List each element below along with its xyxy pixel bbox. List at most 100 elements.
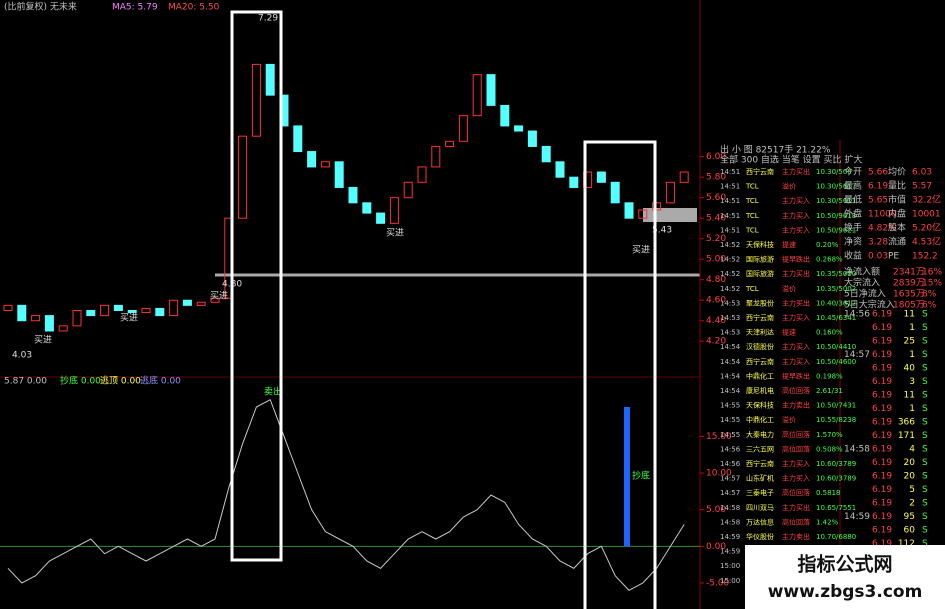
- candle-body: [100, 304, 110, 317]
- news-cell: 天保科技: [746, 240, 774, 249]
- news-cell: 万达信息: [746, 517, 774, 526]
- flow-cell: 1635万: [893, 290, 925, 300]
- tick-price: 6.19: [872, 418, 892, 428]
- ma5-label: MA5: 5.79: [112, 3, 158, 13]
- tick-price: 6.19: [872, 472, 892, 482]
- stat-cell: 4.53亿: [912, 236, 941, 248]
- news-cell: 15:00: [720, 577, 740, 585]
- news-cell: 聚龙股份: [746, 298, 774, 307]
- candle-body: [44, 315, 54, 332]
- tick-price: 6.19: [872, 526, 892, 536]
- news-cell: 西宁云南: [746, 459, 774, 468]
- y-tick-label: 10.00: [706, 469, 732, 479]
- y-tick-label: 4.80: [706, 275, 726, 285]
- news-cell: 14:59: [720, 533, 740, 541]
- tick-vol: 1: [909, 404, 915, 414]
- news-cell: 14:51: [720, 183, 740, 191]
- news-cell: 10.60/3789: [816, 460, 856, 468]
- candle-body: [458, 115, 468, 142]
- news-cell: 三泰电子: [746, 488, 774, 497]
- tick-price: 6.19: [872, 539, 892, 549]
- annotation: 5.43: [652, 226, 672, 236]
- annotation: 买进: [120, 313, 138, 324]
- news-cell: 康尼机电: [746, 386, 774, 395]
- candle-body: [596, 171, 606, 183]
- candle-body: [389, 197, 399, 224]
- news-cell: 四川双马: [746, 504, 774, 512]
- y-tick-label: 5.40: [706, 214, 726, 224]
- news-cell: 14:51: [720, 212, 740, 220]
- news-cell: 14:56: [720, 445, 741, 453]
- news-cell: 高位回落: [782, 488, 810, 497]
- tick-side: S: [922, 310, 928, 320]
- flow-cell: 净流入额: [844, 266, 880, 278]
- flow-cell: 5日大宗流入: [844, 299, 895, 311]
- stat-cell: 3.28: [868, 238, 888, 248]
- candle-body: [638, 209, 648, 219]
- news-cell: 10.40/3612: [816, 299, 856, 307]
- tick-vol: 2: [909, 499, 915, 509]
- news-cell: 14:53: [720, 314, 740, 322]
- news-cell: 10.50/4410: [816, 343, 856, 351]
- candle-body: [376, 212, 386, 224]
- tick-price: 6.19: [872, 337, 892, 347]
- tick-time: 14:59: [844, 512, 870, 522]
- candle-body: [196, 301, 206, 306]
- tick-vol: 11: [904, 310, 915, 320]
- news-cell: 15:00: [720, 562, 740, 570]
- tick-vol: 11: [904, 391, 915, 401]
- news-cell: 10.55/8238: [816, 416, 856, 424]
- news-cell: 天津利达: [746, 328, 774, 337]
- tick-price: 6.19: [872, 445, 892, 455]
- stat-cell: 今开: [844, 166, 862, 178]
- tick-side: S: [922, 512, 928, 522]
- y-tick-label: 5.00: [706, 505, 726, 515]
- tick-price: 6.19: [872, 485, 892, 495]
- y-tick-label: 5.00: [706, 255, 726, 265]
- stat-cell: 5.65: [868, 196, 888, 206]
- news-cell: 10.30/5611: [816, 197, 856, 205]
- tick-side: S: [922, 391, 928, 401]
- tick-vol: 4: [909, 445, 915, 455]
- news-cell: 0.160%: [816, 329, 843, 337]
- candle-body: [555, 161, 565, 178]
- news-cell: 山东矿机: [746, 474, 774, 483]
- news-cell: 14:54: [720, 387, 741, 395]
- news-cell: 主力买出: [782, 503, 810, 512]
- news-cell: 提速: [782, 240, 796, 249]
- tick-side: S: [922, 472, 928, 482]
- news-cell: 14:57: [720, 489, 740, 497]
- candle-body: [113, 304, 123, 311]
- highlight-box: [230, 10, 283, 562]
- tick-price: 6.19: [872, 377, 892, 387]
- ma20-label: MA20: 5.50: [168, 3, 220, 13]
- stat-cell: 152.2: [912, 252, 938, 262]
- candle-body: [58, 325, 68, 332]
- news-cell: 10.30/500: [816, 168, 852, 176]
- news-cell: 西宁云南: [746, 167, 774, 176]
- news-cell: 10.35/5002: [816, 285, 856, 293]
- news-cell: 14:53: [720, 329, 740, 337]
- stat-cell: 5.66: [868, 168, 888, 178]
- news-cell: 10.65/7551: [816, 504, 856, 512]
- annotation: 7.29: [258, 14, 278, 24]
- stat-cell: 6.03: [912, 168, 932, 178]
- candle-body: [320, 161, 330, 168]
- candle-body: [665, 181, 675, 204]
- candle-body: [169, 299, 179, 317]
- annotation: 卖出: [264, 386, 282, 398]
- stat-cell: 净资: [844, 236, 862, 248]
- ind-label: 逃底 0.00: [140, 375, 181, 387]
- tick-price: 6.19: [872, 323, 892, 333]
- watermark-title: 指标公式网: [797, 553, 892, 576]
- stat-cell: 换手: [844, 222, 862, 234]
- news-cell: 主力买出: [782, 167, 810, 176]
- news-cell: 主力卖出: [782, 401, 810, 410]
- quote-header: 出 小 图 82517手 21.22%: [720, 144, 831, 156]
- news-cell: 14:52: [720, 241, 740, 249]
- news-cell: TCL: [745, 183, 759, 191]
- news-cell: 中鼎化工: [746, 371, 774, 380]
- stat-cell: 6.19: [868, 182, 888, 192]
